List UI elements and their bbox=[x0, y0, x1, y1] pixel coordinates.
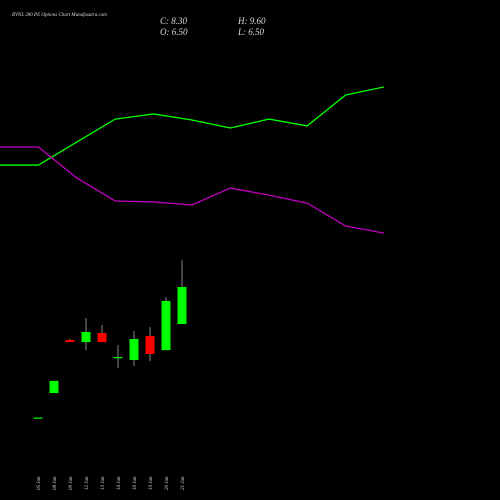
ohlc-stat: H: 9.60 bbox=[237, 16, 266, 26]
candle-body bbox=[33, 417, 43, 419]
x-tick-label: 13 Jan bbox=[101, 476, 106, 490]
x-tick-label: 12 Jan bbox=[85, 476, 90, 490]
x-tick-label: 14 Jan bbox=[117, 476, 122, 490]
candle-body bbox=[81, 332, 91, 343]
candle-body bbox=[161, 300, 171, 351]
candle-body bbox=[177, 286, 187, 324]
x-tick-label: 09 Jan bbox=[69, 476, 74, 490]
stat-value: 6.50 bbox=[172, 27, 188, 37]
ohlc-stat: L: 6.50 bbox=[237, 27, 265, 37]
stat-value: 8.30 bbox=[171, 16, 187, 26]
x-tick-label: 05 Jan bbox=[37, 476, 42, 490]
indicator-line bbox=[0, 146, 385, 234]
ohlc-stat: O: 6.50 bbox=[160, 27, 188, 37]
stat-label: L: bbox=[237, 27, 246, 37]
stat-label: C: bbox=[160, 16, 169, 26]
stat-value: 6.50 bbox=[248, 27, 264, 37]
candle-body bbox=[65, 340, 75, 343]
x-tick-label: 19 Jan bbox=[149, 476, 154, 490]
x-tick-label: 08 Jan bbox=[53, 476, 58, 490]
stat-value: 9.60 bbox=[250, 16, 266, 26]
candle-body bbox=[49, 380, 59, 394]
ohlc-stat: C: 8.30 bbox=[160, 16, 188, 26]
candle-body bbox=[97, 333, 107, 343]
x-tick-label: 20 Jan bbox=[165, 476, 170, 490]
candle-body bbox=[145, 335, 155, 354]
candle-body bbox=[113, 357, 123, 359]
x-tick-label: 16 Jan bbox=[133, 476, 138, 490]
candle-body bbox=[129, 338, 139, 360]
stat-label: O: bbox=[160, 27, 170, 37]
x-tick-label: 21 Jan bbox=[181, 476, 186, 490]
indicator-line bbox=[0, 86, 385, 166]
stat-label: H: bbox=[237, 16, 248, 26]
chart-title: RVNL 280 PE Options Chart Munafasutra.co… bbox=[11, 13, 107, 18]
